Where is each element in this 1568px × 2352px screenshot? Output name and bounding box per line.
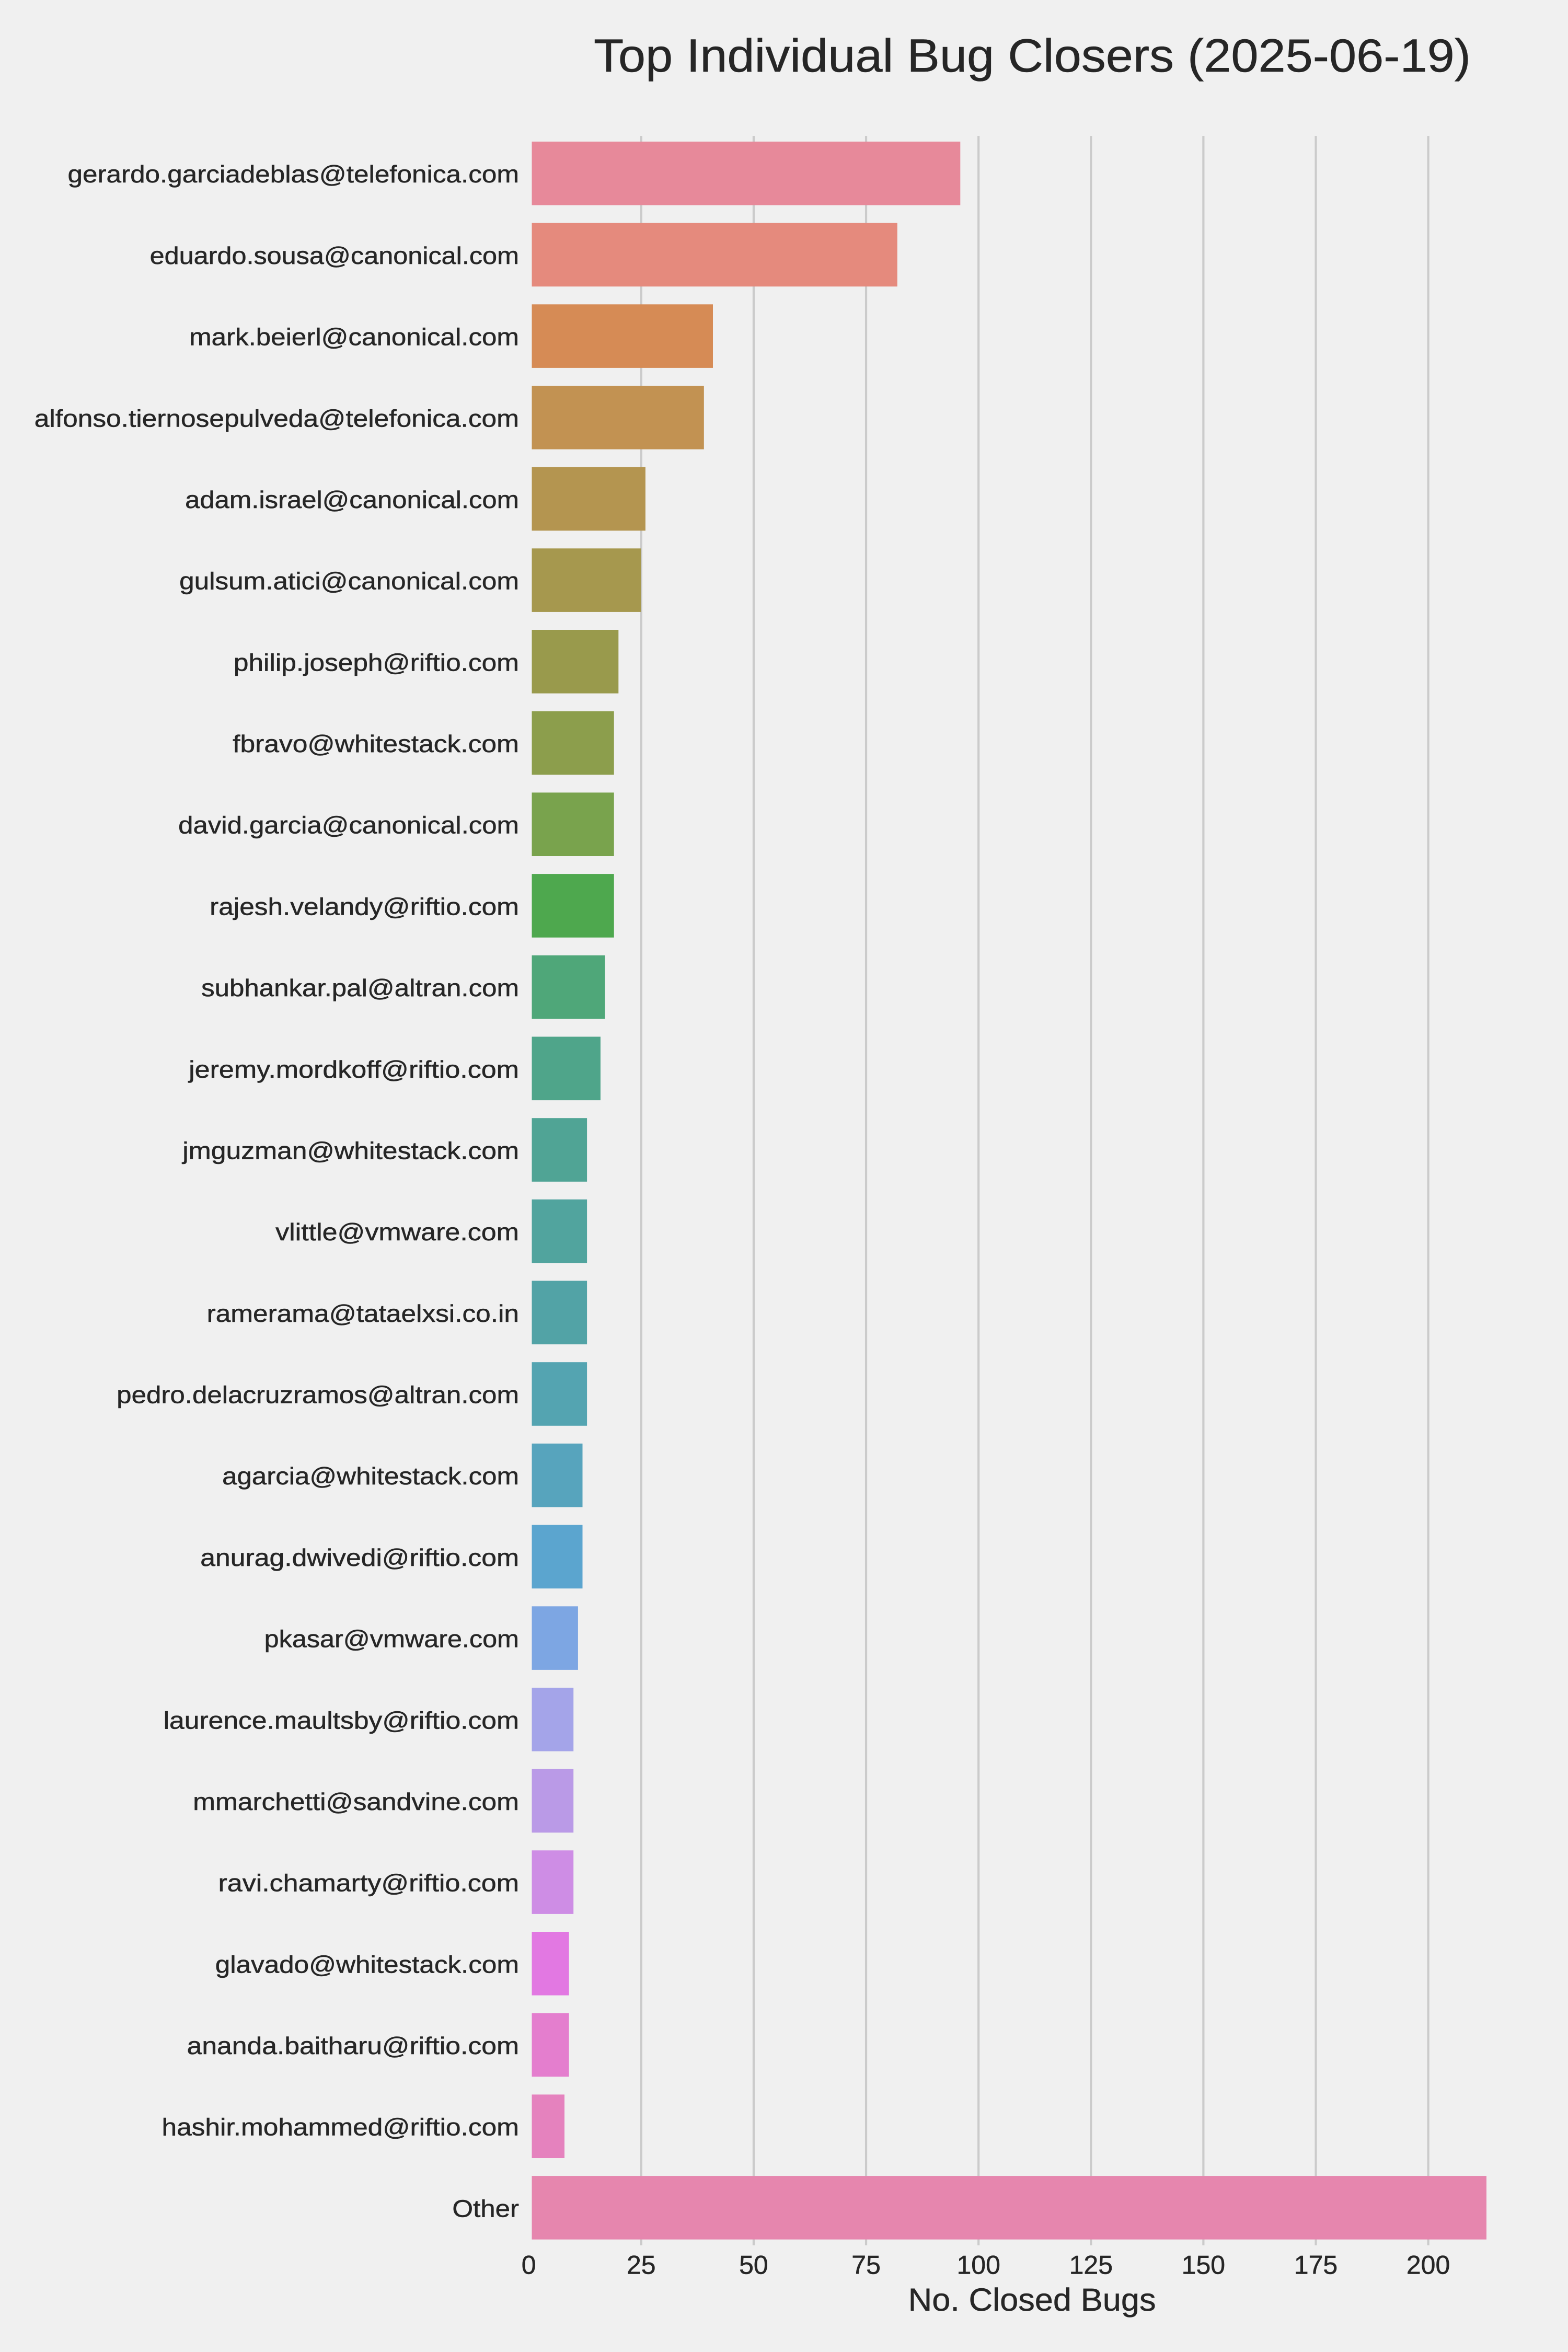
svg-text:175: 175 [1294,2251,1338,2280]
svg-text:125: 125 [1069,2251,1113,2280]
svg-text:vlittle@vmware.com: vlittle@vmware.com [275,1218,519,1246]
svg-text:laurence.maultsby@riftio.com: laurence.maultsby@riftio.com [164,1707,519,1734]
svg-text:agarcia@whitestack.com: agarcia@whitestack.com [222,1462,519,1490]
svg-text:Other: Other [452,2195,519,2222]
svg-text:ravi.chamarty@riftio.com: ravi.chamarty@riftio.com [218,1870,520,1897]
svg-text:rajesh.velandy@riftio.com: rajesh.velandy@riftio.com [210,893,519,920]
svg-text:fbravo@whitestack.com: fbravo@whitestack.com [233,730,519,757]
svg-text:25: 25 [627,2251,656,2280]
svg-text:david.garcia@canonical.com: david.garcia@canonical.com [178,812,519,839]
svg-text:subhankar.pal@altran.com: subhankar.pal@altran.com [201,974,519,1001]
svg-text:gerardo.garciadeblas@telefonic: gerardo.garciadeblas@telefonica.com [68,160,520,188]
svg-text:No. Closed Bugs: No. Closed Bugs [908,2282,1156,2318]
svg-text:mmarchetti@sandvine.com: mmarchetti@sandvine.com [193,1788,519,1815]
svg-text:75: 75 [851,2251,881,2280]
svg-text:gulsum.atici@canonical.com: gulsum.atici@canonical.com [179,568,519,595]
svg-text:100: 100 [956,2251,1000,2280]
svg-text:150: 150 [1182,2251,1225,2280]
svg-text:ananda.baitharu@riftio.com: ananda.baitharu@riftio.com [187,2032,519,2059]
svg-text:pedro.delacruzramos@altran.com: pedro.delacruzramos@altran.com [117,1381,519,1409]
svg-text:200: 200 [1406,2251,1450,2280]
svg-text:pkasar@vmware.com: pkasar@vmware.com [264,1625,519,1653]
svg-text:Top Individual Bug Closers (20: Top Individual Bug Closers (2025-06-19) [594,29,1471,82]
svg-text:glavado@whitestack.com: glavado@whitestack.com [215,1951,519,1978]
svg-text:ramerama@tataelxsi.co.in: ramerama@tataelxsi.co.in [207,1300,519,1327]
svg-text:jeremy.mordkoff@riftio.com: jeremy.mordkoff@riftio.com [188,1056,519,1083]
svg-text:eduardo.sousa@canonical.com: eduardo.sousa@canonical.com [150,242,519,269]
svg-text:adam.israel@canonical.com: adam.israel@canonical.com [185,486,519,513]
svg-text:mark.beierl@canonical.com: mark.beierl@canonical.com [189,324,519,351]
svg-text:0: 0 [522,2251,536,2280]
svg-text:50: 50 [739,2251,768,2280]
svg-text:alfonso.tiernosepulveda@telefo: alfonso.tiernosepulveda@telefonica.com [34,405,519,432]
svg-text:anurag.dwivedi@riftio.com: anurag.dwivedi@riftio.com [200,1544,519,1571]
svg-text:jmguzman@whitestack.com: jmguzman@whitestack.com [181,1137,519,1165]
svg-text:hashir.mohammed@riftio.com: hashir.mohammed@riftio.com [162,2114,520,2141]
svg-text:philip.joseph@riftio.com: philip.joseph@riftio.com [234,649,519,676]
